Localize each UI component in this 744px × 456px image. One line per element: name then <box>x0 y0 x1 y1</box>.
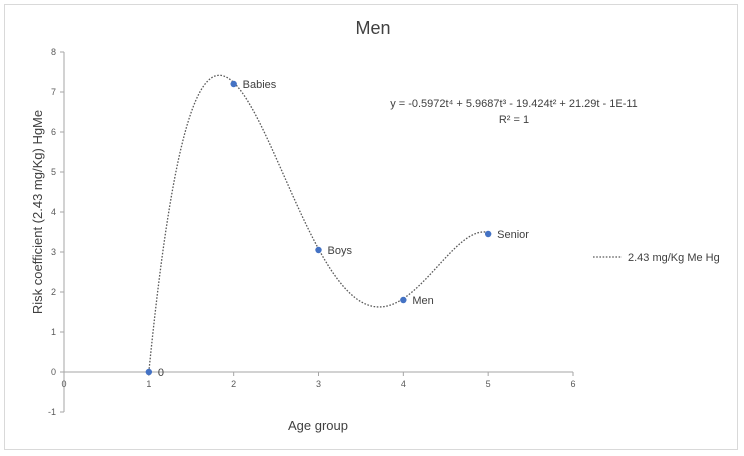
y-tick-label: 3 <box>51 247 56 257</box>
x-axis-title: Age group <box>288 418 348 433</box>
legend-entry: 2.43 mg/Kg Me Hg <box>628 252 720 264</box>
y-tick-label: 0 <box>51 367 56 377</box>
y-tick-label: 2 <box>51 287 56 297</box>
chart-frame <box>4 4 738 450</box>
data-point <box>484 230 492 238</box>
data-point-label: Senior <box>497 229 529 241</box>
y-tick-label: 4 <box>51 207 56 217</box>
chart-title: Men <box>355 18 390 38</box>
x-tick-label: 4 <box>401 379 406 389</box>
x-tick-label: 6 <box>570 379 575 389</box>
y-tick-label: 8 <box>51 47 56 57</box>
data-point-label: 0 <box>158 367 164 379</box>
y-tick-label: -1 <box>48 407 56 417</box>
x-tick-label: 5 <box>486 379 491 389</box>
data-point-label: Boys <box>328 245 353 257</box>
data-point <box>230 80 237 88</box>
data-point <box>145 368 153 376</box>
y-tick-label: 5 <box>51 167 56 177</box>
data-point-label: Babies <box>243 79 277 91</box>
trendline <box>148 74 489 373</box>
data-points: 0 Babies Boys Men Senior <box>145 79 529 379</box>
data-point-label: Men <box>412 295 433 307</box>
y-tick-label: 7 <box>51 87 56 97</box>
x-tick-label: 2 <box>231 379 236 389</box>
y-tick-label: 6 <box>51 127 56 137</box>
x-tick-label: 0 <box>61 379 66 389</box>
trendline-equation: y = -0.5972t⁴ + 5.9687t³ - 19.424t² + 21… <box>390 98 638 110</box>
data-point <box>315 246 322 254</box>
trendline-r-squared: R² = 1 <box>499 114 529 126</box>
data-point <box>400 296 407 304</box>
x-tick-label: 1 <box>146 379 151 389</box>
y-axis-title: Risk coefficient (2.43 mg/Kg) HgMe <box>30 110 45 314</box>
y-tick-label: 1 <box>51 327 56 337</box>
x-tick-label: 3 <box>316 379 321 389</box>
